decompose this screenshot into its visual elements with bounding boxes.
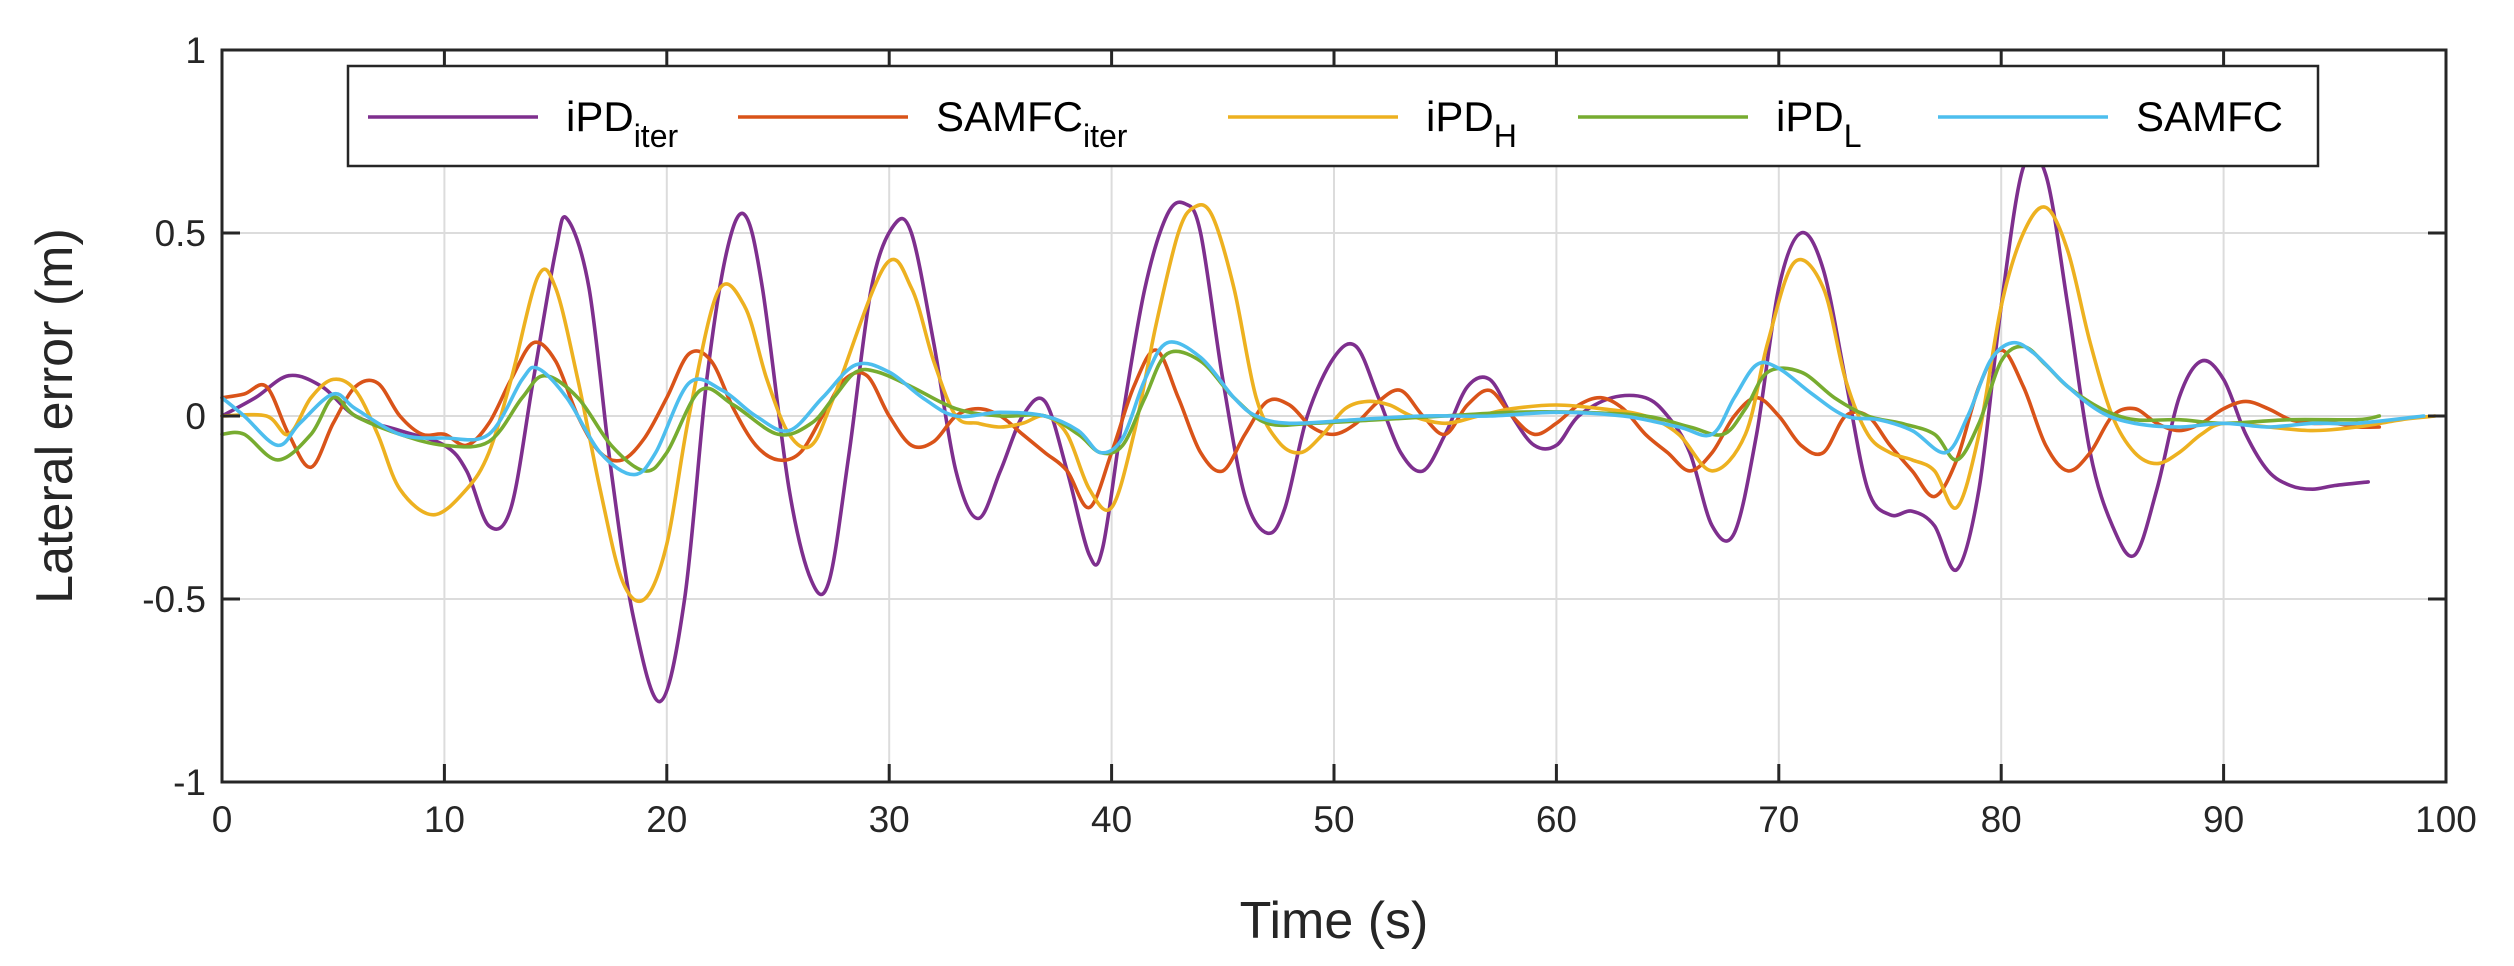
series-line-samfc [220,340,2426,477]
y-tick-label: -0.5 [142,579,206,620]
x-tick-label: 90 [2203,799,2244,840]
legend-label-ipdh: iPDH [1426,93,1517,154]
y-tick-label: -1 [173,762,206,803]
x-tick-label: 0 [212,799,233,840]
tick-marks [220,48,2448,784]
x-tick-label: 60 [1536,799,1577,840]
y-tick-label: 0 [185,396,206,437]
legend-label-ipditer: iPDiter [566,93,678,154]
x-tick-label: 30 [869,799,910,840]
series-line-ipdh [220,203,2437,604]
x-tick-label: 80 [1981,799,2022,840]
legend-label-samfc: SAMFC [2136,93,2283,140]
legend-label-ipdl: iPDL [1776,93,1861,154]
x-tick-label: 70 [1758,799,1799,840]
y-tick-label: 0.5 [155,213,206,254]
y-axis-title: Lateral error (m) [26,228,84,604]
x-tick-label: 20 [646,799,687,840]
x-tick-label: 50 [1313,799,1354,840]
y-tick-label: 1 [185,30,206,71]
x-tick-labels: 0 10 20 30 40 50 60 70 80 90 100 [212,799,2477,840]
x-tick-label: 40 [1091,799,1132,840]
legend-label-samfciter: SAMFCiter [936,93,1128,154]
series-layer [220,151,2437,704]
x-axis-title: Time (s) [1240,892,1429,950]
y-tick-labels: -1 -0.5 0 0.5 1 [142,30,206,803]
x-tick-label: 10 [424,799,465,840]
legend: iPDiter SAMFCiter iPDH iPDL SAMFC [346,64,2320,168]
x-tick-label: 100 [2415,799,2477,840]
series-line-ipdl [220,344,2382,473]
